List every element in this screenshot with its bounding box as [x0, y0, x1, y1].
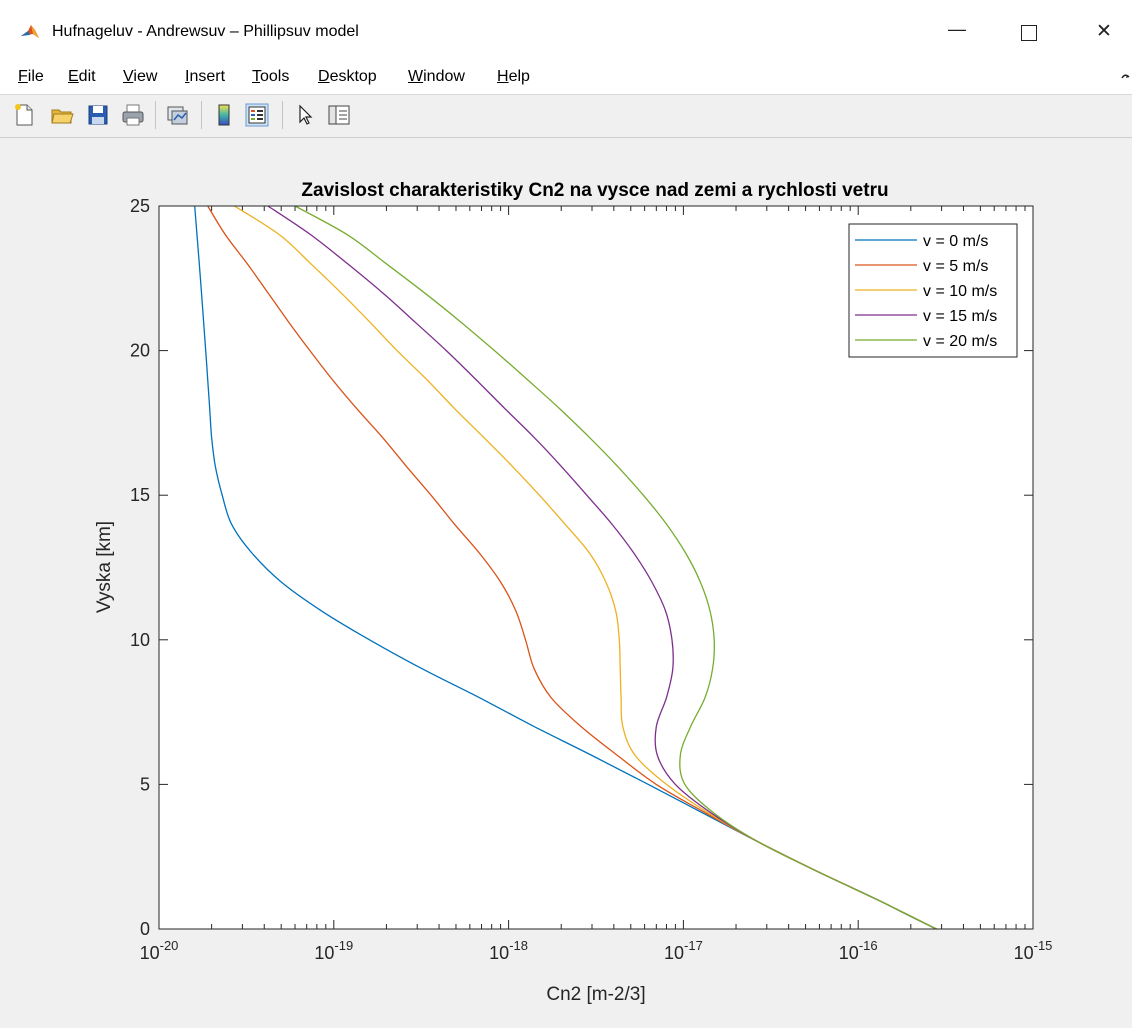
- menu-insert[interactable]: Insert: [185, 68, 226, 85]
- maximize-icon: [1021, 25, 1037, 41]
- print-icon[interactable]: [121, 103, 145, 127]
- menu-window[interactable]: Window: [408, 68, 465, 85]
- x-axis-label: Cn2 [m-2/3]: [546, 984, 645, 1005]
- cn2-line-chart: Zavislost charakteristiky Cn2 na vysce n…: [94, 180, 1053, 1005]
- series-line: [207, 205, 937, 930]
- save-icon[interactable]: [86, 103, 110, 127]
- y-tick-label: 20: [130, 341, 150, 361]
- chart-title: Zavislost charakteristiky Cn2 na vysce n…: [301, 180, 888, 201]
- legend-entry: v = 20 m/s: [923, 333, 997, 350]
- series-line: [267, 205, 937, 930]
- toolbar-separator: [155, 101, 156, 129]
- menu-bar: File Edit View Insert Tools Desktop Wind…: [0, 66, 1132, 95]
- legend-entry: v = 15 m/s: [923, 308, 997, 325]
- menu-tools[interactable]: Tools: [252, 68, 290, 85]
- minimize-icon: —: [948, 19, 966, 39]
- x-tick-label: 10-18: [489, 938, 528, 963]
- legend-entry: v = 0 m/s: [923, 233, 988, 250]
- menu-view[interactable]: View: [123, 68, 158, 85]
- edit-plot-icon[interactable]: [294, 103, 318, 127]
- legend-entry: v = 10 m/s: [923, 283, 997, 300]
- x-tick-label: 10-15: [1014, 938, 1053, 963]
- series-layer: [194, 205, 937, 930]
- menu-file[interactable]: File: [18, 68, 44, 85]
- series-line: [234, 205, 937, 930]
- x-tick-label: 10-17: [664, 938, 703, 963]
- menu-edit[interactable]: Edit: [68, 68, 96, 85]
- x-tick-label: 10-16: [839, 938, 878, 963]
- close-button[interactable]: ✕: [1082, 14, 1128, 50]
- x-tick-label: 10-19: [314, 938, 353, 963]
- y-tick-label: 15: [130, 485, 150, 505]
- matlab-logo-icon: [20, 22, 40, 42]
- insert-colorbar-icon[interactable]: [212, 103, 236, 127]
- close-icon: ✕: [1096, 21, 1112, 42]
- link-plot-icon[interactable]: [165, 103, 189, 127]
- dock-arrow-icon[interactable]: [1120, 72, 1130, 82]
- menu-desktop[interactable]: Desktop: [318, 68, 377, 85]
- property-inspector-icon[interactable]: [327, 103, 351, 127]
- insert-legend-icon[interactable]: [245, 103, 269, 127]
- x-tick-labels: 10-20 10-19 10-18 10-17 10-16 10-15: [140, 938, 1053, 963]
- toolbar-separator: [201, 101, 202, 129]
- window-title: Hufnageluv - Andrewsuv – Phillipsuv mode…: [52, 23, 359, 40]
- y-tick-label: 25: [130, 196, 150, 216]
- figure-toolbar: [0, 95, 1132, 138]
- legend-box: [848, 223, 1018, 358]
- window-titlebar: Hufnageluv - Andrewsuv – Phillipsuv mode…: [0, 0, 1132, 66]
- series-line: [294, 205, 937, 930]
- x-tick-label: 10-20: [140, 938, 179, 963]
- menu-help[interactable]: Help: [497, 68, 530, 85]
- minimize-button[interactable]: —: [934, 14, 980, 50]
- maximize-button[interactable]: [1006, 14, 1052, 50]
- open-file-icon[interactable]: [50, 103, 74, 127]
- y-tick-label: 0: [140, 919, 150, 939]
- y-tick-label: 10: [130, 630, 150, 650]
- y-tick-label: 5: [140, 774, 150, 794]
- plot-frame: [158, 205, 1034, 930]
- toolbar-separator: [282, 101, 283, 129]
- new-figure-icon[interactable]: [12, 103, 36, 127]
- figure-canvas: Zavislost charakteristiky Cn2 na vysce n…: [0, 138, 1132, 1023]
- legend-entry: v = 5 m/s: [923, 258, 988, 275]
- y-tick-labels: 0 5 10 15 20 25: [130, 196, 150, 939]
- y-axis-label: Vyska [km]: [94, 521, 115, 613]
- legend[interactable]: v = 0 m/s v = 5 m/s v = 10 m/s v = 15 m/s v …: [848, 223, 1018, 358]
